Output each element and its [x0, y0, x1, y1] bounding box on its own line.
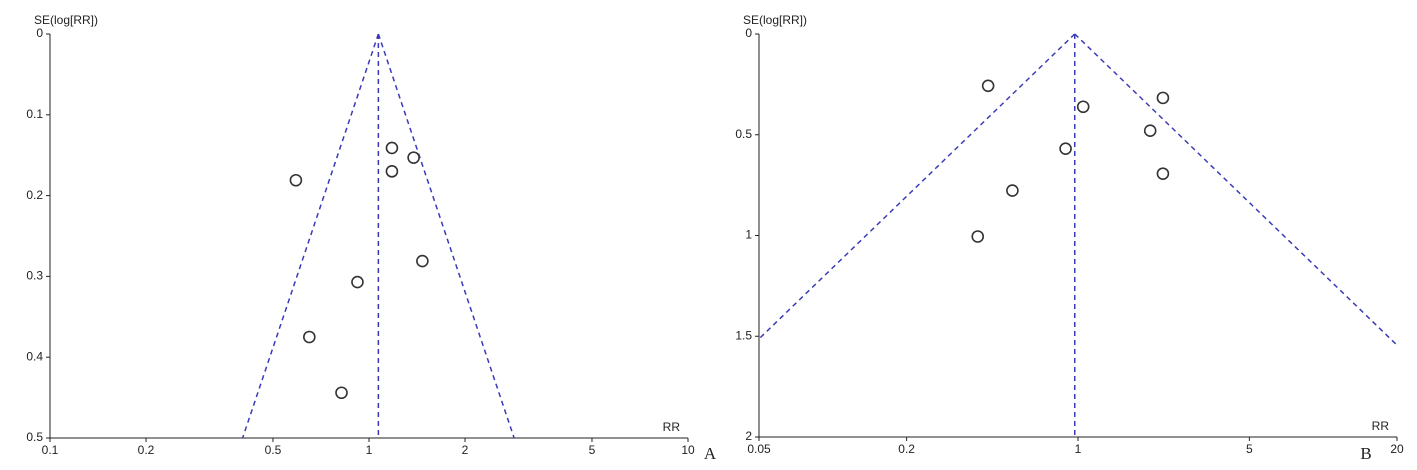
y-axis-label: SE(log[RR]) [743, 13, 807, 27]
x-axis-label: RR [1372, 419, 1390, 433]
x-tick-label: 0.05 [747, 442, 771, 456]
panel: 0 0.5 1 1.5 20.05 0.2 1 5 20 SE(log[RR]) RRB [735, 13, 1404, 463]
study-point [303, 330, 316, 344]
panel: 00.10.20.30.40.50.1 0.2 0.5 1 2 5 10SE(log[RR]… [26, 13, 717, 463]
y-axis-label: SE(log[RR]) [34, 13, 98, 27]
study-point [385, 165, 399, 178]
funnel [241, 33, 515, 438]
x-tick-label: 1 [366, 443, 373, 457]
study-point [1156, 91, 1170, 105]
x-tick-label: 0.2 [898, 442, 915, 456]
study-point [981, 79, 995, 93]
x-tick-label: 0.1 [42, 443, 59, 457]
x-tick-label: 0.2 [138, 443, 155, 457]
study-point [416, 254, 429, 268]
y-tick-label: 2 [745, 429, 752, 443]
x-tick-label: 2 [462, 443, 469, 457]
y-tick-label: 0.2 [26, 188, 43, 202]
x-tick-label: 10 [681, 443, 695, 457]
study-point [335, 386, 348, 400]
panel-label: B [1360, 444, 1371, 463]
y-tick-label: 0 [36, 26, 43, 40]
study-point [971, 230, 985, 243]
study-point [1076, 100, 1090, 114]
study-point [289, 173, 303, 187]
study-point [1156, 167, 1170, 180]
study-point [1059, 142, 1072, 155]
y-tick-label: 0.4 [26, 349, 43, 363]
funnel-line [1074, 33, 1397, 347]
funnel-line [759, 33, 1076, 340]
x-tick-label: 1 [1075, 442, 1082, 456]
funnel-line [241, 33, 380, 438]
y-tick-label: 0.3 [26, 269, 43, 283]
x-axis-label: RR [663, 420, 681, 434]
y-tick-label: 1.5 [735, 328, 752, 342]
funnel-line [377, 33, 515, 438]
funnel [759, 33, 1397, 437]
panel-label: A [704, 444, 717, 463]
y-tick-label: 0 [745, 26, 752, 40]
study-point [1143, 124, 1157, 138]
y-tick-label: 0.1 [26, 107, 43, 121]
x-tick-label: 5 [589, 443, 596, 457]
y-tick-label: 1 [745, 228, 752, 242]
y-tick-label: 0.5 [735, 127, 752, 141]
x-tick-label: 20 [1390, 442, 1404, 456]
y-tick-label: 0.5 [26, 430, 43, 444]
study-point [407, 151, 420, 164]
study-point [1006, 184, 1019, 197]
x-tick-label: 5 [1246, 442, 1253, 456]
study-point [385, 141, 399, 155]
x-tick-label: 0.5 [265, 443, 282, 457]
study-point [351, 275, 364, 289]
